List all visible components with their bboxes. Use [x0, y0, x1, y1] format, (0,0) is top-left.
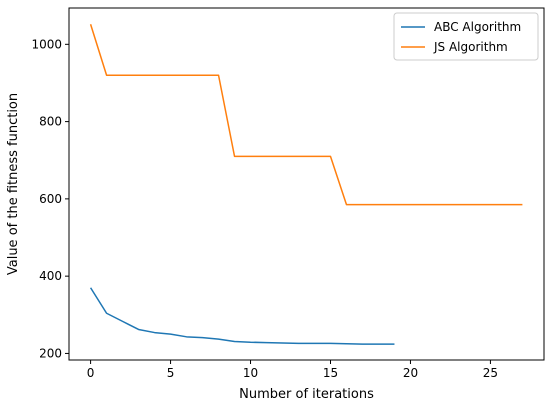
legend-box — [393, 12, 539, 61]
y-tick-label: 600 — [39, 192, 62, 206]
y-tick-label: 1000 — [31, 37, 62, 51]
y-axis-label: Value of the fitness function — [6, 93, 21, 275]
legend-label-js-algorithm: JS Algorithm — [433, 40, 508, 54]
plot-area-frame — [68, 7, 545, 361]
x-tick-label: 0 — [87, 366, 95, 380]
x-tick-label: 25 — [483, 366, 498, 380]
y-tick-label: 400 — [39, 269, 62, 283]
series-line-js-algorithm — [89, 24, 523, 206]
x-tick-label: 10 — [243, 366, 258, 380]
legend-label-abc-algorithm: ABC Algorithm — [434, 20, 521, 34]
x-tick-label: 20 — [403, 366, 418, 380]
x-tick-label: 5 — [167, 366, 175, 380]
y-axis-ticks: 200 400 600 800 1000 — [31, 37, 69, 360]
y-tick-label: 800 — [39, 115, 62, 129]
y-tick-label: 200 — [39, 346, 62, 360]
x-axis-ticks: 0 5 10 15 20 25 — [87, 360, 498, 380]
series-layer — [89, 24, 523, 345]
x-axis-label: Number of iterations — [239, 387, 374, 402]
legend: ABC Algorithm JS Algorithm — [393, 12, 539, 61]
x-tick-label: 15 — [323, 366, 338, 380]
series-line-abc-algorithm — [89, 287, 395, 345]
